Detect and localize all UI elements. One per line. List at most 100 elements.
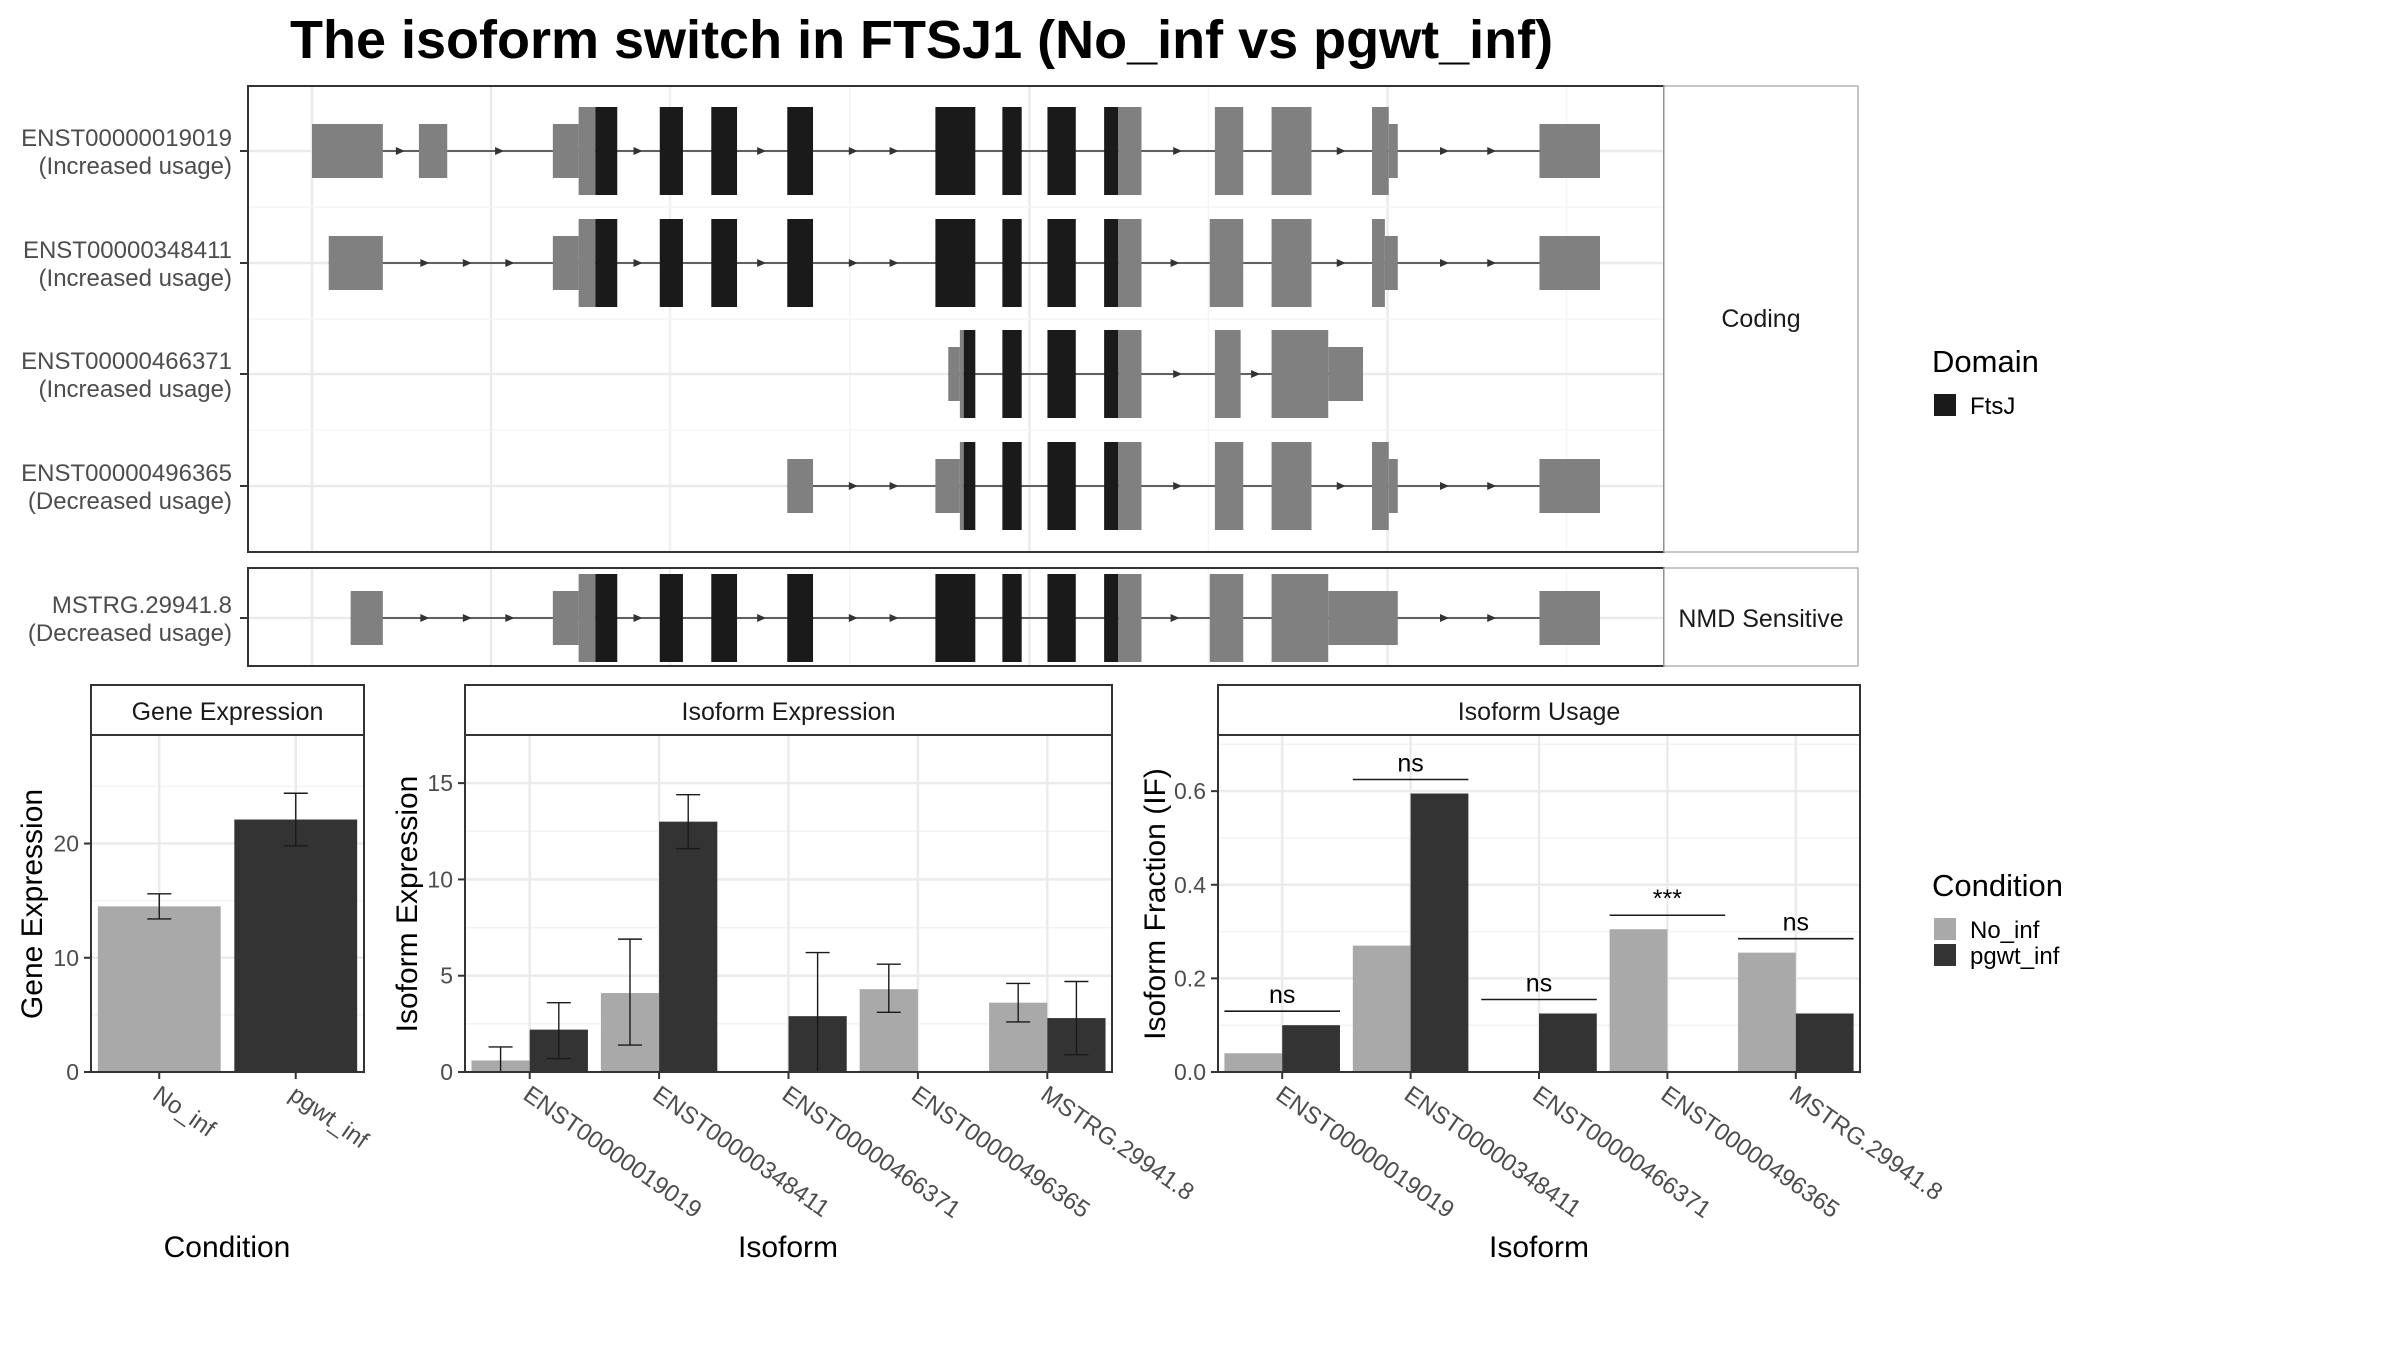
intron-direction-arrow <box>505 614 515 622</box>
ftsj-domain-exon <box>1047 574 1076 662</box>
panel-title-strip <box>90 684 365 736</box>
transcript-id-label: MSTRG.29941.8 <box>52 592 232 619</box>
y-axis-title: Isoform Fraction (IF) <box>1139 768 1172 1040</box>
intron-direction-arrow <box>1440 614 1450 622</box>
exon-block <box>1539 236 1600 290</box>
intron-direction-arrow <box>848 614 858 622</box>
exon-block <box>578 219 596 307</box>
exon-block <box>959 330 964 418</box>
pgwt-inf-legend-swatch <box>1934 944 1956 966</box>
ftsj-domain-exon <box>1047 219 1076 307</box>
ftsj-domain-exon <box>659 219 683 307</box>
bar-pgwt-inf <box>234 819 358 1072</box>
y-tick-label: 0.6 <box>1174 778 1206 804</box>
y-axis-title: Isoform Expression <box>391 776 424 1033</box>
nmd-facet-strip <box>1663 567 1859 667</box>
intron-direction-arrow <box>462 614 472 622</box>
intron-direction-arrow <box>889 259 899 267</box>
pgwt-inf-bar <box>1795 1013 1854 1072</box>
exon-block <box>1271 574 1329 662</box>
no-inf-bar <box>1224 1053 1283 1072</box>
exon-block <box>312 124 383 178</box>
ftsj-domain-exon <box>595 107 618 195</box>
no-inf-bar <box>1609 929 1668 1072</box>
x-axis-title: Isoform <box>1489 1231 1589 1264</box>
ftsj-domain-exon <box>787 107 814 195</box>
exon-block <box>1118 330 1142 418</box>
intron-direction-arrow <box>462 259 472 267</box>
intron-direction-arrow <box>1336 147 1346 155</box>
panel-title-strip <box>1217 684 1861 736</box>
exon-block <box>1118 107 1142 195</box>
ftsj-domain-exon <box>1002 574 1022 662</box>
pgwt-inf-bar <box>1410 793 1469 1072</box>
domain-legend-title: Domain <box>1932 344 2039 379</box>
exon-block <box>1118 219 1142 307</box>
coding-strip-label: Coding <box>1721 305 1800 333</box>
intron-direction-arrow <box>889 614 899 622</box>
intron-direction-arrow <box>505 259 515 267</box>
exon-block <box>350 591 383 645</box>
ftsj-domain-exon <box>595 574 618 662</box>
ftsj-domain-exon <box>659 107 683 195</box>
exon-block <box>1271 107 1312 195</box>
condition-legend-title: Condition <box>1932 868 2063 903</box>
intron-direction-arrow <box>1170 259 1180 267</box>
exon-block <box>418 124 448 178</box>
x-tick-label: pgwt_inf <box>284 1081 373 1155</box>
ftsj-legend-label: FtsJ <box>1970 393 2015 420</box>
ftsj-domain-exon <box>1047 442 1076 530</box>
exon-block <box>1372 107 1389 195</box>
intron-direction-arrow <box>1487 259 1497 267</box>
exon-block <box>1328 347 1364 401</box>
intron-direction-arrow <box>757 147 767 155</box>
bar-panel-1: 0 10 20 No_inf pgwt_inf Gene Expression Gene E… <box>16 684 373 1264</box>
bar-panel-3: nsnsns***ns0.00.20.40.6ENST00000019019EN… <box>1139 684 1947 1264</box>
exon-block <box>1214 442 1244 530</box>
exon-block <box>578 107 596 195</box>
y-tick-label: 0.2 <box>1174 965 1206 991</box>
intron-direction-arrow <box>848 259 858 267</box>
exon-block <box>948 347 960 401</box>
intron-direction-arrow <box>633 147 643 155</box>
ftsj-domain-exon <box>711 107 738 195</box>
intron-direction-arrow <box>1440 259 1450 267</box>
exon-block <box>1388 459 1398 513</box>
x-axis-title: Condition <box>164 1231 291 1264</box>
significance-label: ns <box>1783 909 1809 937</box>
intron-direction-arrow <box>1440 482 1450 490</box>
x-axis-title: Isoform <box>738 1231 838 1264</box>
intron-direction-arrow <box>1251 370 1261 378</box>
exon-block <box>578 574 596 662</box>
pgwt-inf-legend-label: pgwt_inf <box>1970 943 2060 970</box>
domain-legend: Domain FtsJ <box>1932 344 2039 420</box>
significance-label: ns <box>1397 750 1423 778</box>
bar-panel-2: 051015ENST00000019019ENST00000348411ENST… <box>391 684 1199 1264</box>
ftsj-domain-exon <box>963 442 976 530</box>
y-tick-label: 20 <box>53 831 79 857</box>
ftsj-domain-exon <box>1002 442 1022 530</box>
exon-block <box>1372 442 1389 530</box>
transcript-id-label: ENST00000348411 <box>23 237 232 264</box>
condition-legend: Condition No_inf pgwt_inf <box>1932 868 2063 970</box>
ftsj-domain-exon <box>1104 330 1119 418</box>
intron-direction-arrow <box>1170 614 1180 622</box>
exon-block <box>1214 107 1244 195</box>
y-axis-title: Gene Expression <box>16 789 49 1019</box>
intron-direction-arrow <box>757 614 767 622</box>
intron-direction-arrow <box>1336 482 1346 490</box>
exon-block <box>552 236 579 290</box>
coding-facet-strip <box>1663 85 1859 553</box>
intron-direction-arrow <box>848 482 858 490</box>
intron-direction-arrow <box>1487 614 1497 622</box>
ftsj-domain-exon <box>711 219 738 307</box>
ftsj-domain-exon <box>1104 219 1119 307</box>
ftsj-domain-exon <box>963 330 976 418</box>
ftsj-domain-exon <box>787 574 814 662</box>
intron-direction-arrow <box>848 147 858 155</box>
exon-block <box>935 459 960 513</box>
exon-block <box>1271 442 1312 530</box>
ftsj-domain-exon <box>1002 219 1022 307</box>
exon-block <box>1271 330 1329 418</box>
